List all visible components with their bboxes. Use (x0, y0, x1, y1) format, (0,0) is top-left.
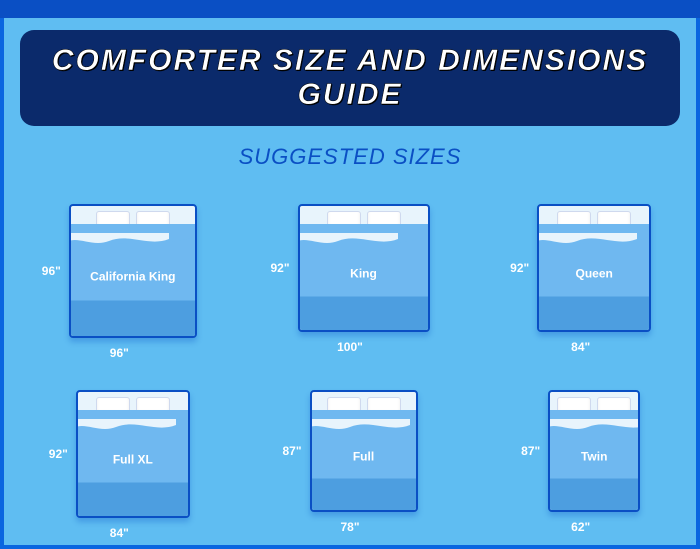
bed-row: 92" Queen (510, 204, 651, 332)
width-label: 100" (337, 340, 363, 354)
blanket (300, 234, 428, 330)
height-label: 92" (49, 447, 68, 461)
bed-cell: 96" California King 96" (42, 204, 197, 360)
blanket (78, 420, 188, 516)
bed-icon: Full XL (76, 390, 190, 518)
height-label: 92" (270, 261, 289, 275)
height-label: 87" (282, 444, 301, 458)
main-panel: COMFORTER SIZE AND DIMENSIONS GUIDE SUGG… (4, 18, 696, 545)
bed-cell: 92" Full XL 84" (49, 390, 190, 540)
bed-icon: Twin (548, 390, 640, 512)
blanket-wave-icon (298, 233, 398, 249)
height-label: 92" (510, 261, 529, 275)
width-label: 78" (340, 520, 359, 534)
bed-label: Queen (576, 267, 613, 281)
blanket-wave-icon (537, 233, 637, 249)
width-label: 62" (571, 520, 590, 534)
bed-label: Full (353, 450, 374, 464)
height-label: 87" (521, 444, 540, 458)
bed-row: 92" Full XL (49, 390, 190, 518)
bed-cell: 87" Full 78" (282, 390, 417, 540)
blanket-wave-icon (69, 233, 169, 249)
page-title: COMFORTER SIZE AND DIMENSIONS GUIDE (20, 44, 680, 112)
bed-icon: Queen (537, 204, 651, 332)
blanket-wave-icon (310, 419, 410, 435)
bed-row: 96" California King (42, 204, 197, 338)
blanket (539, 234, 649, 330)
title-banner: COMFORTER SIZE AND DIMENSIONS GUIDE (20, 30, 680, 126)
bed-row: 87" Full (282, 390, 417, 512)
bed-cell: 87" Twin 62" (521, 390, 640, 540)
bed-cell: 92" Queen 84" (510, 204, 651, 360)
width-label: 84" (110, 526, 129, 540)
bed-label: California King (90, 270, 175, 284)
bed-icon: King (298, 204, 430, 332)
bed-label: Twin (581, 450, 607, 464)
bed-label: King (350, 267, 377, 281)
bed-row: 87" Twin (521, 390, 640, 512)
top-strip (0, 0, 700, 18)
subtitle: SUGGESTED SIZES (4, 144, 696, 170)
height-label: 96" (42, 264, 61, 278)
bed-icon: Full (310, 390, 418, 512)
blanket (71, 234, 195, 336)
width-label: 96" (110, 346, 129, 360)
blanket (312, 420, 416, 510)
blanket (550, 420, 638, 510)
bed-label: Full XL (113, 453, 153, 467)
blanket-wave-icon (548, 419, 640, 435)
bed-row: 92" King (270, 204, 429, 332)
bed-grid: 96" California King 96" 92" King 100" 92" Queen… (4, 204, 696, 540)
bed-icon: California King (69, 204, 197, 338)
bed-cell: 92" King 100" (270, 204, 429, 360)
width-label: 84" (571, 340, 590, 354)
blanket-wave-icon (76, 419, 176, 435)
